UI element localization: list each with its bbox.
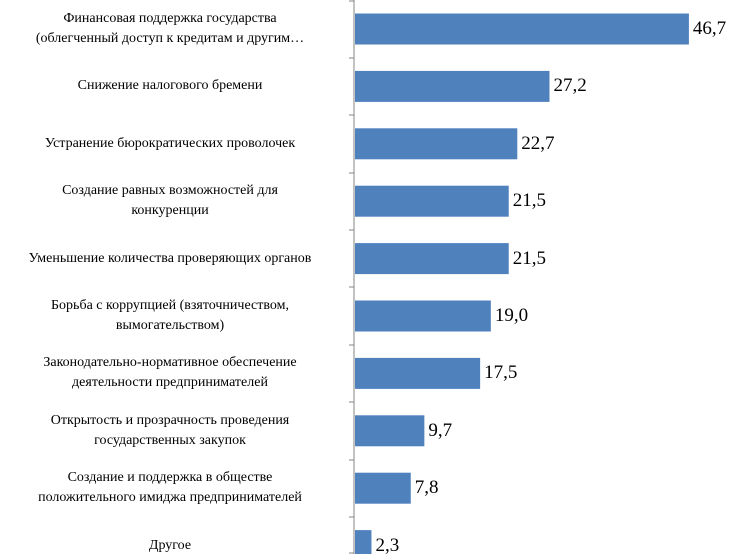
bar [355,415,425,447]
category-label-line: (облегченный доступ к кредитам и другим… [35,31,305,46]
category-label-line: Борьба с коррупцией (взяточничеством, [51,298,289,313]
category-label-line: Создание и поддержка в обществе [67,470,273,486]
category-label-line: конкуренции [131,203,209,219]
bar [355,357,481,389]
category-label-line: Открытость и прозрачность проведения [50,412,290,428]
category-label-line: вымогательством) [115,318,225,333]
category-label: Создание и поддержка в обществе положител… [2,468,338,508]
value-label: 17,5 [484,362,518,384]
category-label: Устранение бюрократических проволочек [2,134,338,154]
value-label: 19,0 [494,305,529,326]
category-label-line: Финансовая поддержка государства [63,11,277,26]
category-label-line: Законодательно-нормативное обеспечение [43,355,297,371]
category-label: Другое [2,536,338,556]
category-label: Законодательно-нормативное обеспечение де… [2,353,338,393]
bar [355,185,509,217]
category-label: Уменьшение количества проверяющих органо… [2,249,338,269]
category-label: Открытость и прозрачность проведения госу… [2,411,338,451]
category-label: Снижение налогового бремени [2,76,338,96]
category-label-line: деятельности предпринимателей [72,375,268,391]
category-label-line: Другое [148,537,192,553]
category-label: Создание равных возможностей для конкурен… [2,181,338,221]
value-label: 9,7 [428,419,453,441]
value-label: 21,5 [512,247,546,269]
category-label: Борьба с коррупцией (взяточничеством, вым… [2,296,338,336]
category-label-line: государственных закупок [94,432,246,448]
value-label: 21,5 [512,190,546,212]
bar [355,13,689,45]
value-label: 2,3 [375,534,400,556]
value-label: 27,2 [553,75,587,97]
category-label: Финансовая поддержка государства (облегче… [2,9,338,49]
bar [355,243,509,275]
value-label: 7,8 [414,477,439,499]
value-label: 46,7 [692,18,727,39]
category-label-line: Уменьшение количества проверяющих органо… [28,250,312,266]
bar [355,300,491,332]
value-label: 22,7 [521,132,555,154]
bar [355,472,411,504]
category-label-line: Создание равных возможностей для [62,183,278,199]
category-label-line: положительного имиджа предпринимателей [38,490,302,506]
category-label-line: Устранение бюрократических проволочек [44,135,296,151]
category-label-line: Снижение налогового бремени [77,78,263,94]
bar [355,128,518,160]
bar [355,70,550,102]
bar [355,530,372,559]
